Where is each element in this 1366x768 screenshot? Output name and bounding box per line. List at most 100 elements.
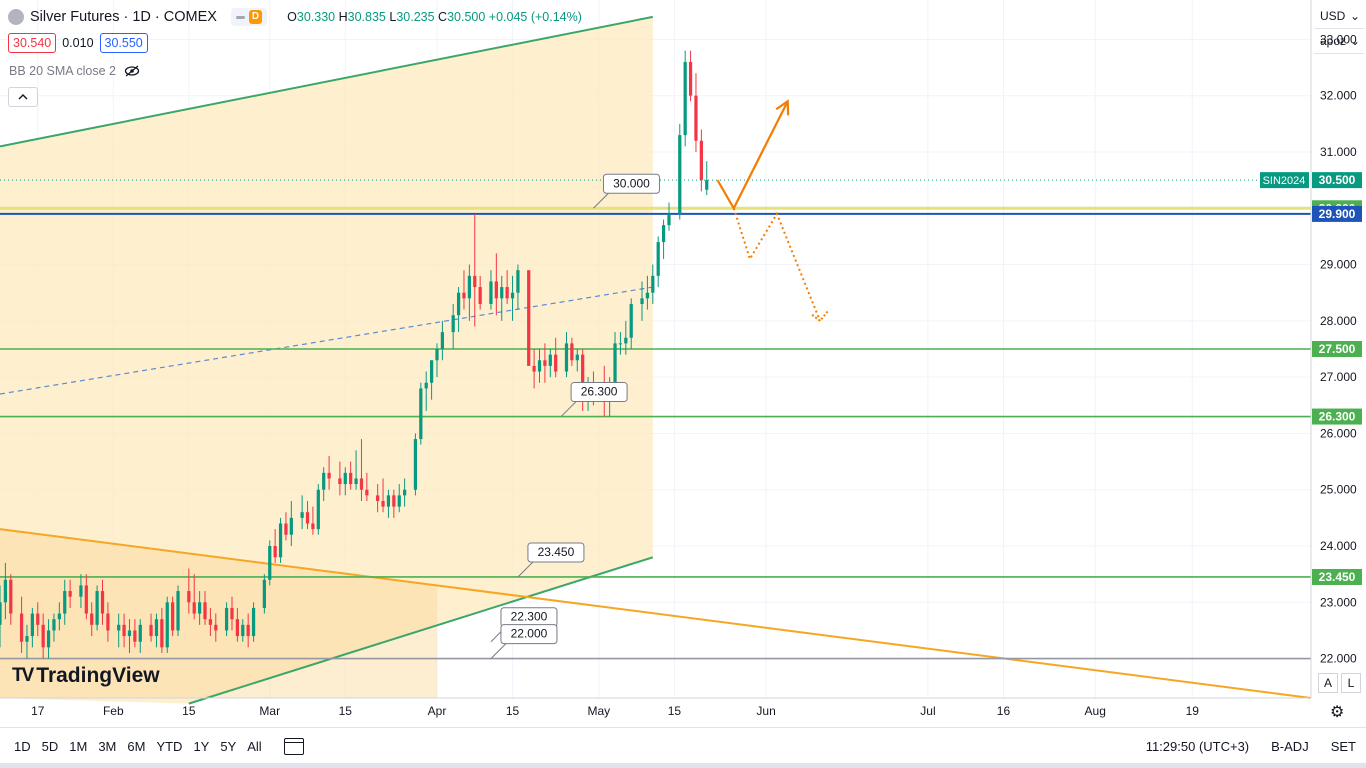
candle-body bbox=[435, 349, 439, 361]
collapse-legend-button[interactable] bbox=[8, 87, 38, 107]
candle-body bbox=[564, 343, 569, 372]
candle-body bbox=[268, 546, 272, 580]
candle-body bbox=[618, 343, 623, 345]
price-callout: 30.000 bbox=[593, 173, 660, 209]
auto-scale-button[interactable]: A bbox=[1318, 673, 1338, 693]
level-tag-bg bbox=[1312, 568, 1362, 585]
settings-gear-icon[interactable]: ⚙ bbox=[1330, 704, 1345, 721]
range-6m[interactable]: 6M bbox=[127, 738, 146, 754]
candle-body bbox=[278, 523, 283, 558]
candle-body bbox=[90, 613, 94, 625]
x-tick-label: 15 bbox=[668, 704, 682, 718]
candle-body bbox=[30, 613, 34, 637]
buy-price[interactable]: 30.550 bbox=[99, 33, 148, 53]
sell-price[interactable]: 30.540 bbox=[8, 33, 57, 53]
indicator-legend[interactable]: BB 20 SMA close 2 bbox=[9, 64, 140, 78]
candle-body bbox=[403, 489, 407, 496]
last-price-tag: 30.500 SIN2024 bbox=[1260, 172, 1362, 189]
x-tick-label: Feb bbox=[103, 704, 124, 718]
candle-body bbox=[133, 630, 137, 642]
candle-body bbox=[3, 579, 8, 603]
logo-text: TradingView bbox=[36, 664, 160, 687]
candle-body bbox=[451, 315, 455, 333]
candle-body bbox=[305, 512, 310, 524]
x-tick-label: 16 bbox=[997, 704, 1011, 718]
calendar-icon[interactable] bbox=[283, 737, 304, 755]
triangle-line bbox=[0, 528, 1312, 699]
scenario-down-path bbox=[732, 207, 821, 322]
range-1d[interactable]: 1D bbox=[14, 738, 31, 754]
range-3m[interactable]: 3M bbox=[98, 738, 117, 754]
candle-body bbox=[106, 613, 110, 631]
candle-body bbox=[629, 303, 633, 338]
candle-body bbox=[500, 287, 504, 299]
x-tick-label: 15 bbox=[339, 704, 353, 718]
candle-body bbox=[160, 619, 164, 648]
candle-body bbox=[548, 354, 552, 366]
session-toggle[interactable]: SET bbox=[1330, 738, 1356, 754]
visibility-pill[interactable]: D bbox=[230, 8, 268, 26]
log-scale-button[interactable]: L bbox=[1341, 673, 1361, 693]
x-tick-label: Aug bbox=[1085, 704, 1106, 718]
symbol-title[interactable]: Silver Futures · 1D · COMEX bbox=[30, 9, 217, 25]
candle-body bbox=[510, 292, 515, 299]
candle-body bbox=[246, 624, 250, 637]
spread-value: 0.010 bbox=[62, 36, 94, 50]
candle-body bbox=[203, 602, 207, 620]
candle-body bbox=[429, 360, 434, 383]
low-value: 30.235 bbox=[396, 10, 435, 24]
dashed-mid-line bbox=[0, 286, 653, 395]
candle-body bbox=[241, 624, 245, 637]
candle-body bbox=[489, 281, 493, 304]
y-tick-label: 24.000 bbox=[1320, 539, 1357, 553]
scenario-down-arrowhead bbox=[811, 310, 829, 323]
candle-body bbox=[9, 579, 13, 614]
candle-body bbox=[343, 472, 347, 485]
channel-fill bbox=[0, 16, 653, 704]
candle-body bbox=[688, 61, 693, 96]
range-ytd[interactable]: YTD bbox=[156, 738, 183, 754]
scale-settings: USD ⌄ apoz ⌄ bbox=[1314, 4, 1364, 54]
x-tick-label: Jun bbox=[756, 704, 775, 718]
eye-hidden-icon[interactable] bbox=[124, 65, 140, 77]
candle-body bbox=[581, 354, 585, 400]
range-1m[interactable]: 1M bbox=[69, 738, 88, 754]
chart-canvas[interactable]: 30.000 26.300 23.450 22.300 22.000 22.000 23.… bbox=[0, 0, 1366, 727]
candle-body bbox=[354, 478, 358, 485]
candle-body bbox=[699, 140, 703, 181]
minus-icon bbox=[235, 15, 245, 19]
y-tick-label: 28.000 bbox=[1320, 314, 1357, 328]
level-tag-bg bbox=[1312, 341, 1362, 357]
scenario-up-arrow bbox=[716, 100, 789, 211]
range-5d[interactable]: 5D bbox=[41, 738, 59, 754]
candle-body bbox=[165, 602, 169, 648]
candle-body bbox=[251, 607, 256, 637]
candle-body bbox=[705, 180, 709, 190]
tradingview-logo[interactable]: TV TradingView bbox=[12, 664, 160, 688]
candle-body bbox=[570, 343, 574, 361]
channel-lower-line bbox=[188, 556, 654, 705]
range-5y[interactable]: 5Y bbox=[220, 738, 237, 754]
candle-body bbox=[365, 489, 369, 496]
price-callout: 23.450 bbox=[517, 542, 585, 578]
y-tick-label: 22.000 bbox=[1320, 652, 1357, 666]
clock-time[interactable]: 11:29:50 (UTC+3) bbox=[1145, 738, 1250, 754]
candle-body bbox=[667, 213, 671, 226]
range-1y[interactable]: 1Y bbox=[193, 738, 210, 754]
x-tick-label: 17 bbox=[31, 704, 45, 718]
candle-body bbox=[516, 270, 520, 293]
unit-dropdown[interactable]: apoz ⌄ bbox=[1314, 29, 1364, 54]
range-all[interactable]: All bbox=[247, 738, 262, 754]
candle-body bbox=[462, 292, 466, 299]
candle-body bbox=[273, 546, 277, 558]
callout-pointer bbox=[490, 642, 508, 659]
x-tick-label: 15 bbox=[506, 704, 520, 718]
currency-dropdown[interactable]: USD ⌄ bbox=[1314, 4, 1364, 29]
y-tick-label: 25.000 bbox=[1320, 483, 1357, 497]
candle-body bbox=[349, 472, 353, 485]
chevron-up-icon bbox=[18, 94, 28, 100]
candle-body bbox=[68, 591, 72, 597]
adjust-toggle[interactable]: B-ADJ bbox=[1271, 738, 1309, 754]
price-callout: 26.300 bbox=[560, 382, 628, 417]
level-price-tag: 29.900 bbox=[1312, 205, 1362, 222]
